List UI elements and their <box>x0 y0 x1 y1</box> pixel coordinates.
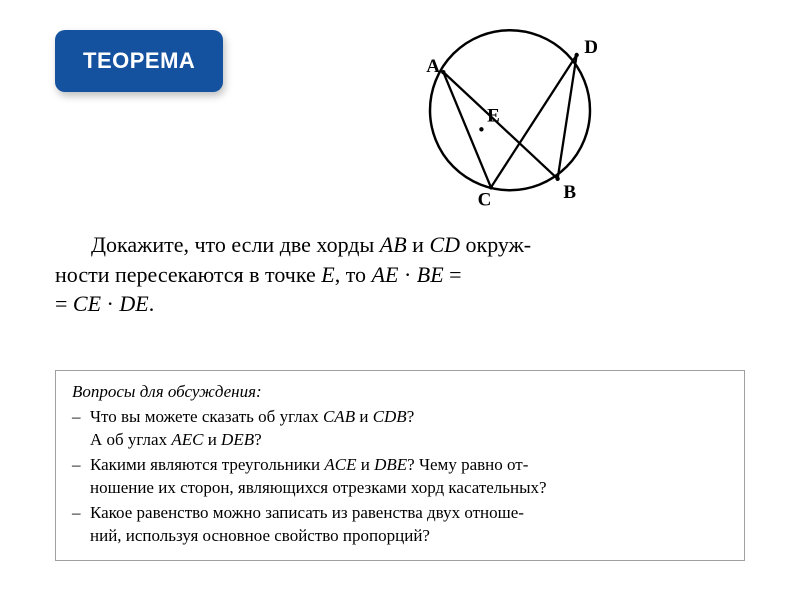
point-label-D: D <box>584 37 598 58</box>
sym-E: E <box>321 262 334 287</box>
theorem-text-frag: = <box>55 291 73 316</box>
question-text-frag: и <box>355 407 373 426</box>
question-item: –Какое равенство можно записать из равен… <box>72 502 728 548</box>
theorem-text-frag: Докажите, что если две хорды <box>91 232 380 257</box>
question-body: Что вы можете сказать об углах CAB и CDB… <box>90 406 728 452</box>
dash-marker: – <box>72 406 90 429</box>
sym-AE: AE <box>372 262 399 287</box>
chord-AC <box>443 72 491 187</box>
question-italic: AEC <box>171 430 203 449</box>
question-text-frag: ? <box>407 407 415 426</box>
sym-AB: AB <box>380 232 407 257</box>
theorem-badge: ТЕОРЕМА <box>55 30 223 92</box>
sym-CD: CD <box>429 232 460 257</box>
point-D <box>574 53 578 57</box>
dash-marker: – <box>72 502 90 525</box>
theorem-text-frag: . <box>149 291 155 316</box>
questions-box: Вопросы для обсуждения: –Что вы можете с… <box>55 370 745 561</box>
diagram-svg: A B C D E <box>380 15 640 215</box>
diagram-circle <box>430 30 590 190</box>
point-label-B: B <box>563 182 576 203</box>
question-text-frag: Какое равенство можно записать из равенс… <box>90 503 524 522</box>
sym-CE: CE <box>73 291 101 316</box>
point-label-C: C <box>478 189 492 210</box>
question-text-frag: Какими являются треугольники <box>90 455 324 474</box>
point-A <box>441 70 445 74</box>
questions-list: –Что вы можете сказать об углах CAB и CD… <box>72 406 728 548</box>
dash-marker: – <box>72 454 90 477</box>
question-text-frag: ? <box>254 430 262 449</box>
question-italic: ACE <box>324 455 356 474</box>
question-text-frag: ношение их сторон, являющихся отрезками … <box>90 478 547 497</box>
point-label-A: A <box>426 56 440 77</box>
question-item: –Что вы можете сказать об углах CAB и CD… <box>72 406 728 452</box>
question-text-frag: ний, используя основное свойство пропорц… <box>90 526 430 545</box>
theorem-text-frag: и <box>407 232 430 257</box>
question-text-frag: А об углах <box>90 430 171 449</box>
question-italic: CDB <box>373 407 407 426</box>
theorem-text-frag: = <box>444 262 462 287</box>
questions-title: Вопросы для обсуждения: <box>72 381 728 404</box>
question-body: Какое равенство можно записать из равенс… <box>90 502 728 548</box>
question-text-frag: и <box>357 455 375 474</box>
theorem-badge-label: ТЕОРЕМА <box>83 48 195 73</box>
point-B <box>555 177 559 181</box>
question-text-frag: ? Чему равно от- <box>407 455 528 474</box>
theorem-text-frag: окруж- <box>460 232 531 257</box>
sym-BE: BE <box>417 262 444 287</box>
question-text-frag: Что вы можете сказать об углах <box>90 407 323 426</box>
theorem-text-frag: , то <box>335 262 372 287</box>
question-italic: DEB <box>221 430 254 449</box>
question-body: Какими являются треугольники ACE и DBE? … <box>90 454 728 500</box>
dot: · <box>101 291 119 316</box>
sym-DE: DE <box>119 291 148 316</box>
geometry-diagram: A B C D E <box>380 15 640 215</box>
chord-AB <box>443 72 557 179</box>
chord-CD <box>491 55 577 187</box>
theorem-text-frag: ности пересекаются в точке <box>55 262 321 287</box>
theorem-statement: Докажите, что если две хорды AB и CD окр… <box>55 230 750 319</box>
point-E <box>479 127 483 131</box>
diagram-chords <box>443 55 576 187</box>
question-italic: CAB <box>323 407 355 426</box>
question-text-frag: и <box>203 430 221 449</box>
dot: · <box>398 262 416 287</box>
question-item: –Какими являются треугольники ACE и DBE?… <box>72 454 728 500</box>
question-italic: DBE <box>374 455 407 474</box>
point-label-E: E <box>487 106 500 127</box>
